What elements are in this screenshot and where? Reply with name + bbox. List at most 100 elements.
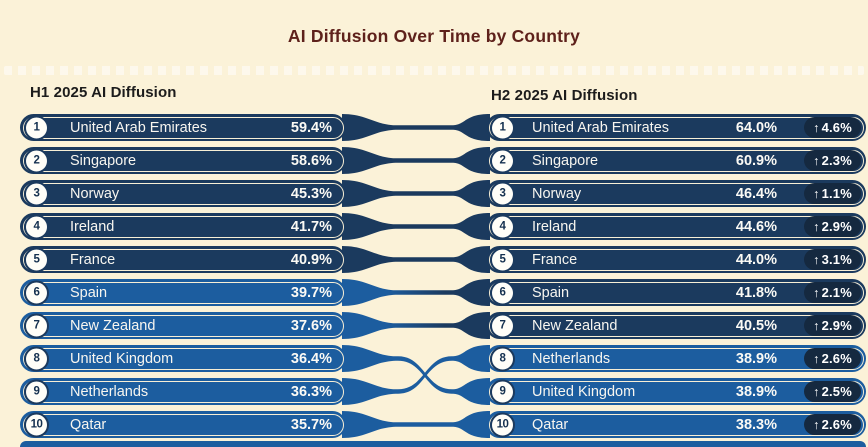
rank-badge: 4 [490, 214, 515, 239]
value-label: 35.7% [290, 416, 332, 433]
rank-connector [342, 147, 490, 174]
value-label: 38.9% [735, 350, 777, 367]
ranking-row: 7 New Zealand 37.6% [20, 312, 346, 339]
ranking-row: 5 France 44.0% ↑ 3.1% [486, 246, 866, 273]
ranking-row: 4 Ireland 41.7% [20, 213, 346, 240]
country-label: Norway [70, 185, 120, 202]
value-label: 58.6% [290, 152, 332, 169]
value-label: 44.0% [735, 251, 777, 268]
value-label: 59.4% [290, 119, 332, 136]
country-label: Qatar [532, 416, 569, 433]
up-arrow-icon: ↑ [813, 153, 820, 168]
value-label: 44.6% [735, 218, 777, 235]
ranking-row: 5 France 40.9% [20, 246, 346, 273]
value-label: 38.9% [735, 383, 777, 400]
left-column-header: H1 2025 AI Diffusion [30, 84, 177, 101]
up-arrow-icon: ↑ [813, 417, 820, 432]
up-arrow-icon: ↑ [813, 351, 820, 366]
rank-badge: 8 [490, 346, 515, 371]
page-title: AI Diffusion Over Time by Country [287, 26, 581, 46]
ranking-row: 1 United Arab Emirates 64.0% ↑ 4.6% [486, 114, 866, 141]
rank-badge: 6 [490, 280, 515, 305]
ranking-row: 6 Spain 39.7% [20, 279, 346, 306]
ranking-row: 9 Netherlands 36.3% [20, 378, 346, 405]
up-arrow-icon: ↑ [813, 252, 820, 267]
country-label: Singapore [532, 152, 599, 169]
ranking-row: 2 Singapore 60.9% ↑ 2.3% [486, 147, 866, 174]
rank-badge: 10 [24, 412, 49, 437]
up-arrow-icon: ↑ [813, 120, 820, 135]
country-label: Norway [532, 185, 582, 202]
up-arrow-icon: ↑ [813, 219, 820, 234]
country-label: New Zealand [532, 317, 618, 334]
country-label: Spain [70, 284, 108, 301]
rank-badge: 3 [24, 181, 49, 206]
country-label: United Kingdom [532, 383, 636, 400]
country-label: United Kingdom [70, 350, 174, 367]
rank-badge: 3 [490, 181, 515, 206]
rank-badge: 2 [490, 148, 515, 173]
rank-badge: 4 [24, 214, 49, 239]
value-label: 60.9% [735, 152, 777, 169]
value-label: 46.4% [735, 185, 777, 202]
rank-badge: 9 [24, 379, 49, 404]
dotted-divider [4, 66, 864, 75]
ranking-row: 1 United Arab Emirates 59.4% [20, 114, 346, 141]
up-arrow-icon: ↑ [813, 186, 820, 201]
country-label: Netherlands [532, 350, 611, 367]
next-section-edge [20, 441, 866, 447]
rank-badge: 10 [490, 412, 515, 437]
country-label: United Arab Emirates [70, 119, 208, 136]
rank-badge: 7 [490, 313, 515, 338]
value-label: 36.4% [290, 350, 332, 367]
value-label: 45.3% [290, 185, 332, 202]
change-badge: ↑ 2.3% [804, 150, 861, 171]
change-badge: ↑ 2.6% [804, 348, 861, 369]
change-badge: ↑ 2.1% [804, 282, 861, 303]
country-label: Ireland [70, 218, 115, 235]
rank-badge: 7 [24, 313, 49, 338]
change-badge: ↑ 4.6% [804, 117, 861, 138]
change-badge: ↑ 2.5% [804, 381, 861, 402]
rank-badge: 1 [490, 115, 515, 140]
country-label: Qatar [70, 416, 107, 433]
up-arrow-icon: ↑ [813, 318, 820, 333]
ranking-row: 3 Norway 46.4% ↑ 1.1% [486, 180, 866, 207]
value-label: 38.3% [735, 416, 777, 433]
value-label: 64.0% [735, 119, 777, 136]
value-label: 37.6% [290, 317, 332, 334]
change-badge: ↑ 3.1% [804, 249, 861, 270]
rank-badge: 2 [24, 148, 49, 173]
ranking-row: 8 United Kingdom 36.4% [20, 345, 346, 372]
ranking-row: 10 Qatar 35.7% [20, 411, 346, 438]
rank-connector [342, 246, 490, 273]
ranking-row: 6 Spain 41.8% ↑ 2.1% [486, 279, 866, 306]
rank-badge: 5 [490, 247, 515, 272]
country-label: Netherlands [70, 383, 149, 400]
ranking-row: 7 New Zealand 40.5% ↑ 2.9% [486, 312, 866, 339]
value-label: 41.8% [735, 284, 777, 301]
ranking-row: 4 Ireland 44.6% ↑ 2.9% [486, 213, 866, 240]
rank-connector [342, 345, 490, 405]
country-label: France [70, 251, 116, 268]
change-badge: ↑ 2.9% [804, 216, 861, 237]
change-badge: ↑ 2.9% [804, 315, 861, 336]
change-badge: ↑ 1.1% [804, 183, 861, 204]
ranking-row: 2 Singapore 58.6% [20, 147, 346, 174]
ranking-row: 3 Norway 45.3% [20, 180, 346, 207]
up-arrow-icon: ↑ [813, 285, 820, 300]
ranking-row: 10 Qatar 38.3% ↑ 2.6% [486, 411, 866, 438]
rank-badge: 9 [490, 379, 515, 404]
country-label: Singapore [70, 152, 137, 169]
rank-badge: 8 [24, 346, 49, 371]
up-arrow-icon: ↑ [813, 384, 820, 399]
right-column-header: H2 2025 AI Diffusion [491, 87, 638, 104]
country-label: Ireland [532, 218, 577, 235]
country-label: United Arab Emirates [532, 119, 670, 136]
value-label: 36.3% [290, 383, 332, 400]
country-label: France [532, 251, 578, 268]
ranking-row: 9 United Kingdom 38.9% ↑ 2.5% [486, 378, 866, 405]
value-label: 39.7% [290, 284, 332, 301]
country-label: Spain [532, 284, 570, 301]
